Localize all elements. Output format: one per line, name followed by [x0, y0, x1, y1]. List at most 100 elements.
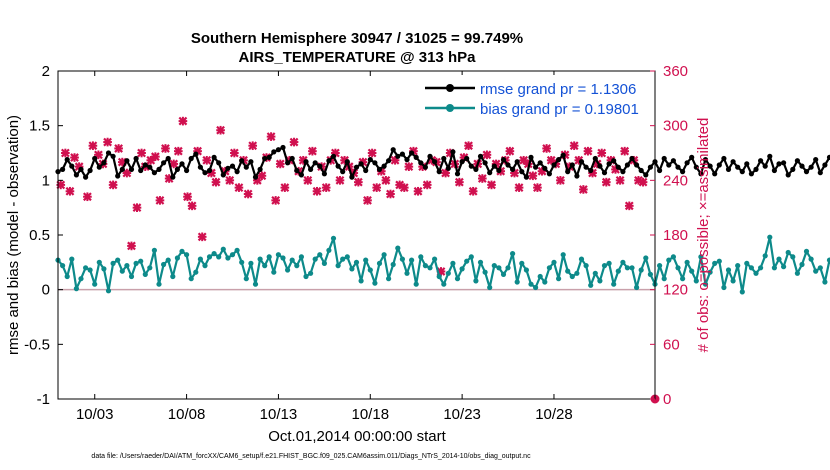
rmse-point [477, 153, 484, 159]
obs-assimilated-marker [487, 180, 496, 190]
obs-assimilated-marker [308, 146, 317, 156]
bias-point [556, 276, 562, 282]
rmse-point [87, 167, 93, 174]
rmse-point [124, 158, 130, 164]
bias-point [73, 286, 79, 292]
bias-point [96, 259, 102, 265]
bias-point [188, 276, 194, 282]
rmse-point [376, 166, 383, 172]
bias-point [459, 266, 465, 272]
rmse-point [60, 166, 66, 172]
left-tick-label: 0.5 [29, 227, 50, 244]
rmse-point [413, 154, 419, 160]
rmse-point [289, 155, 295, 162]
bias-point [712, 260, 718, 266]
bias-point [427, 265, 433, 271]
obs-assimilated-markers [56, 116, 648, 276]
bias-point [716, 258, 722, 264]
bias-point [271, 269, 277, 275]
rmse-point [758, 158, 764, 164]
bias-point [790, 254, 796, 260]
bias-point [64, 273, 70, 280]
bias-line [57, 236, 830, 293]
obs-assimilated-marker [454, 177, 464, 187]
obs-assimilated-marker [178, 116, 188, 126]
bias-point [349, 266, 355, 272]
rmse-point [161, 160, 167, 166]
rmse-point [482, 160, 488, 166]
obs-assimilated-marker [321, 183, 331, 193]
bias-point [569, 273, 575, 280]
bias-point [730, 278, 736, 284]
rmse-point [684, 160, 690, 166]
obs-assimilated-marker [202, 155, 212, 165]
bias-point [560, 252, 566, 258]
obs-assimilated-marker [381, 175, 391, 185]
rmse-point [565, 169, 571, 175]
bias-point [450, 260, 456, 266]
bias-point [390, 261, 396, 268]
rmse-point [165, 155, 171, 162]
left-tick-label: 0 [42, 282, 50, 299]
rmse-point [427, 153, 433, 159]
bias-point [748, 265, 755, 271]
bias-point [289, 257, 295, 263]
rmse-point [156, 166, 162, 172]
rmse-point [569, 162, 575, 168]
obs-assimilated-marker [583, 146, 593, 156]
bias-point [266, 254, 272, 260]
rmse-point [225, 165, 231, 171]
rmse-point [666, 162, 672, 168]
obs-assimilated-marker [137, 148, 146, 158]
rmse-point [321, 171, 327, 177]
bias-point [675, 265, 681, 271]
rmse-point [147, 164, 153, 170]
right-tick-label: 360 [663, 63, 688, 80]
rmse-point [785, 172, 791, 178]
obs-assimilated-marker [620, 146, 630, 156]
rmse-point [340, 169, 346, 175]
bias-point [128, 273, 135, 280]
x-tick-label: 10/18 [352, 406, 390, 423]
bias-point [87, 267, 93, 273]
obs-assimilated-marker [103, 137, 112, 147]
rmse-point [487, 170, 493, 176]
bias-point [243, 276, 249, 282]
obs-assimilated-marker [556, 175, 565, 185]
x-tick-label: 10/28 [535, 406, 573, 423]
bias-point [101, 266, 107, 272]
bias-point [234, 247, 240, 253]
right-tick-label: 180 [663, 227, 688, 244]
rmse-point [615, 164, 621, 170]
rmse-point [170, 174, 176, 180]
rmse-point [69, 163, 75, 169]
bias-point [826, 257, 830, 263]
bias-point [445, 270, 451, 276]
bias-point [542, 279, 548, 285]
rmse-point [234, 169, 240, 175]
obs-assimilated-marker [108, 180, 118, 190]
rmse-point [629, 155, 635, 162]
obs-assimilated-marker [132, 203, 142, 213]
left-axis-label: rmse and bias (model - observation) [5, 115, 22, 355]
rmse-point [533, 164, 539, 170]
bias-point [399, 256, 405, 262]
obs-assimilated-marker [197, 232, 207, 242]
left-axis-ticks: -1 -0.5 0 0.5 1 1.5 2 [24, 63, 63, 408]
bias-point [592, 270, 598, 276]
obs-assimilated-marker [363, 195, 372, 205]
obs-assimilated-marker [211, 177, 221, 187]
rmse-point [716, 162, 722, 168]
rmse-point [174, 166, 180, 172]
rmse-point [64, 157, 70, 163]
bias-point [753, 270, 759, 276]
bias-point [771, 265, 778, 271]
rmse-point [730, 159, 736, 165]
bias-point [615, 268, 621, 274]
bias-point [161, 261, 167, 268]
rmse-point [142, 162, 148, 168]
bias-point [239, 259, 245, 265]
bias-point [92, 281, 98, 287]
bias-point [138, 258, 144, 264]
